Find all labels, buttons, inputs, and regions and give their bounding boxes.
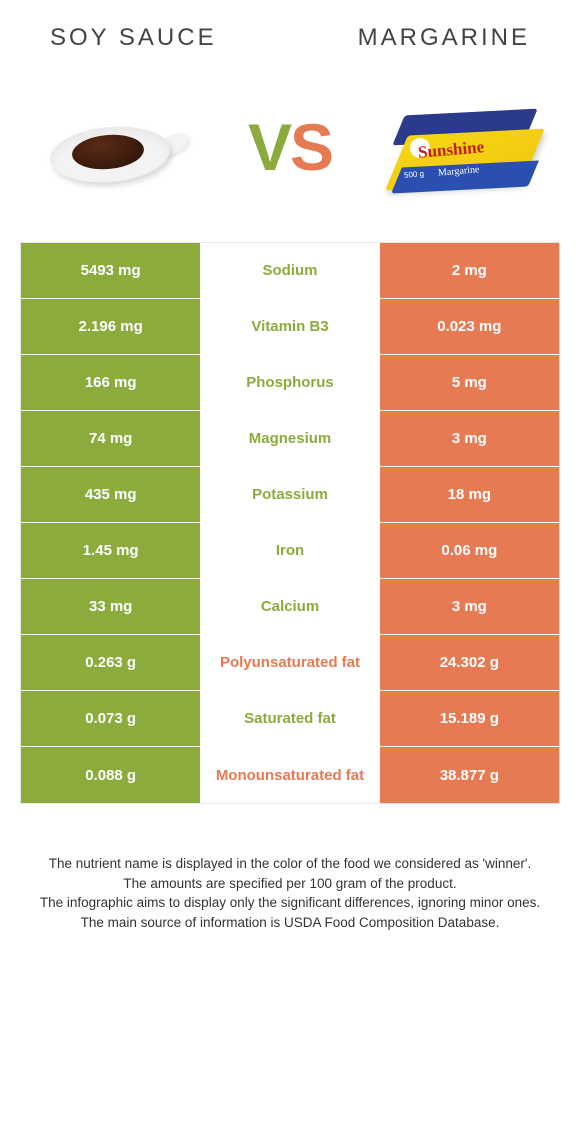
right-value: 2 mg xyxy=(380,243,559,298)
right-value: 38.877 g xyxy=(380,747,559,803)
vs-v: V xyxy=(248,110,290,184)
images-row: VS Sunshine Margarine 500 g xyxy=(0,62,580,242)
table-row: 1.45 mgIron0.06 mg xyxy=(21,523,559,579)
left-value: 0.263 g xyxy=(21,635,200,690)
nutrient-label: Calcium xyxy=(200,579,379,634)
vs-s: S xyxy=(290,110,332,184)
right-value: 0.06 mg xyxy=(380,523,559,578)
nutrient-label: Magnesium xyxy=(200,411,379,466)
nutrient-label: Polyunsaturated fat xyxy=(200,635,379,690)
table-row: 0.263 gPolyunsaturated fat24.302 g xyxy=(21,635,559,691)
right-food-title: Margarine xyxy=(358,24,530,52)
table-row: 435 mgPotassium18 mg xyxy=(21,467,559,523)
footnotes: The nutrient name is displayed in the co… xyxy=(0,804,580,952)
table-row: 0.088 gMonounsaturated fat38.877 g xyxy=(21,747,559,803)
nutrient-table: 5493 mgSodium2 mg2.196 mgVitamin B30.023… xyxy=(20,242,560,804)
margarine-weight: 500 g xyxy=(404,169,425,180)
right-value: 0.023 mg xyxy=(380,299,559,354)
left-value: 166 mg xyxy=(21,355,200,410)
table-row: 33 mgCalcium3 mg xyxy=(21,579,559,635)
vs-label: VS xyxy=(248,109,332,185)
right-value: 18 mg xyxy=(380,467,559,522)
margarine-image: Sunshine Margarine 500 g xyxy=(380,82,550,212)
table-row: 5493 mgSodium2 mg xyxy=(21,243,559,299)
left-value: 74 mg xyxy=(21,411,200,466)
right-value: 3 mg xyxy=(380,411,559,466)
nutrient-label: Vitamin B3 xyxy=(200,299,379,354)
header: Soy sauce Margarine xyxy=(0,0,580,62)
left-value: 0.073 g xyxy=(21,691,200,746)
table-row: 0.073 gSaturated fat15.189 g xyxy=(21,691,559,747)
left-value: 1.45 mg xyxy=(21,523,200,578)
left-value: 0.088 g xyxy=(21,747,200,803)
nutrient-label: Sodium xyxy=(200,243,379,298)
table-row: 166 mgPhosphorus5 mg xyxy=(21,355,559,411)
nutrient-label: Potassium xyxy=(200,467,379,522)
footnote-line: The main source of information is USDA F… xyxy=(30,913,550,933)
left-value: 5493 mg xyxy=(21,243,200,298)
footnote-line: The amounts are specified per 100 gram o… xyxy=(30,874,550,894)
footnote-line: The nutrient name is displayed in the co… xyxy=(30,854,550,874)
right-value: 3 mg xyxy=(380,579,559,634)
left-food-title: Soy sauce xyxy=(50,24,217,52)
right-value: 15.189 g xyxy=(380,691,559,746)
left-value: 435 mg xyxy=(21,467,200,522)
nutrient-label: Saturated fat xyxy=(200,691,379,746)
right-value: 24.302 g xyxy=(380,635,559,690)
footnote-line: The infographic aims to display only the… xyxy=(30,893,550,913)
nutrient-label: Phosphorus xyxy=(200,355,379,410)
right-value: 5 mg xyxy=(380,355,559,410)
soy-sauce-image xyxy=(30,82,200,212)
table-row: 2.196 mgVitamin B30.023 mg xyxy=(21,299,559,355)
left-value: 33 mg xyxy=(21,579,200,634)
left-value: 2.196 mg xyxy=(21,299,200,354)
table-row: 74 mgMagnesium3 mg xyxy=(21,411,559,467)
nutrient-label: Monounsaturated fat xyxy=(200,747,379,803)
nutrient-label: Iron xyxy=(200,523,379,578)
